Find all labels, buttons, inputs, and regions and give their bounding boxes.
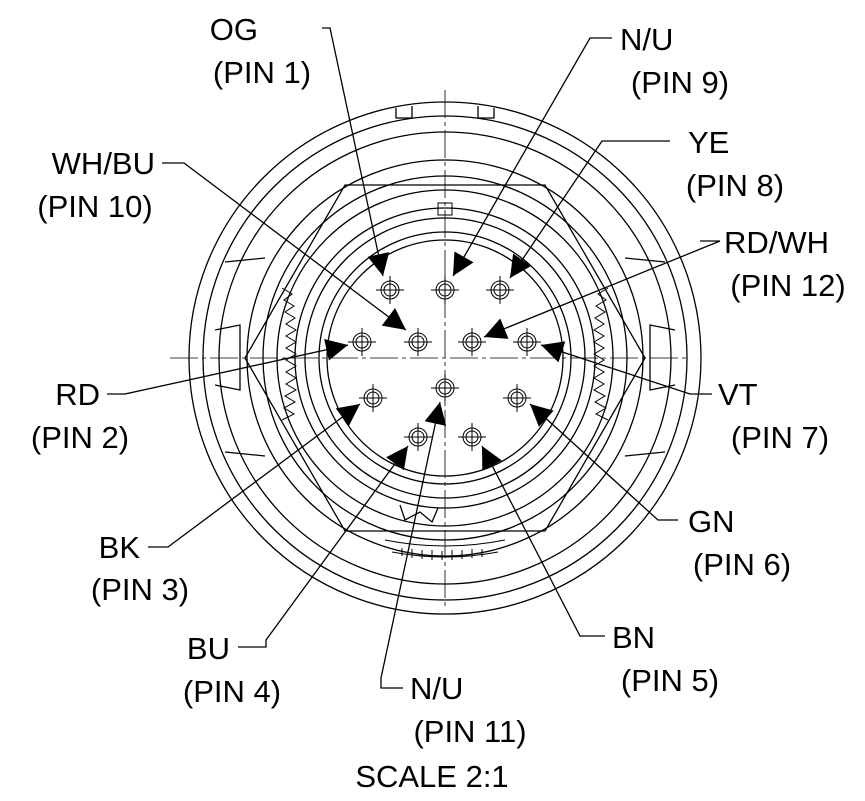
pin-contact-7 — [513, 328, 541, 356]
leader-pin12 — [483, 240, 721, 339]
scale-label: SCALE 2:1 — [355, 759, 508, 794]
leader-pin6 — [529, 403, 678, 521]
pin5-number: (PIN 5) — [621, 663, 719, 698]
pin6-number: (PIN 6) — [693, 547, 791, 582]
pin7-number: (PIN 7) — [731, 420, 829, 455]
pin2-color: RD — [55, 377, 100, 412]
leader-pin7 — [540, 341, 712, 395]
leader-pin2 — [107, 338, 349, 395]
pin2-number: (PIN 2) — [31, 420, 129, 455]
pin10-number: (PIN 10) — [37, 189, 152, 224]
pin-contact-2 — [348, 328, 376, 356]
pin3-color: BK — [99, 530, 141, 565]
pin8-number: (PIN 8) — [686, 168, 784, 203]
pin5-color: BN — [612, 620, 655, 655]
leader-pin3 — [148, 403, 361, 548]
pin-contact-6 — [503, 384, 531, 412]
leader-pin9 — [452, 37, 612, 277]
pin10-color: WH/BU — [52, 146, 155, 181]
pin-contact-11 — [431, 374, 459, 402]
pin7-color: VT — [718, 377, 758, 412]
pin9-number: (PIN 9) — [631, 65, 729, 100]
pin3-number: (PIN 3) — [91, 572, 189, 607]
pin4-color: BU — [187, 631, 230, 666]
connector-body — [170, 90, 702, 615]
leader-pin5 — [481, 445, 605, 637]
pin-contact-3 — [359, 384, 387, 412]
pin11-number: (PIN 11) — [413, 714, 526, 749]
pin12-color: RD/WH — [724, 225, 829, 260]
leader-pin1 — [322, 27, 390, 277]
pin1-color: OG — [210, 12, 258, 47]
leader-pin8 — [509, 140, 670, 279]
leader-lines — [107, 27, 721, 689]
pin-contact-8 — [486, 276, 514, 304]
pin6-color: GN — [688, 504, 735, 539]
pin1-number: (PIN 1) — [213, 55, 311, 90]
pin9-color: N/U — [620, 22, 673, 57]
pin-contact-9 — [431, 276, 459, 304]
leader-pin11 — [380, 401, 447, 689]
pin-contact-12 — [458, 328, 486, 356]
pin-contacts — [348, 276, 541, 451]
pin12-number: (PIN 12) — [730, 268, 845, 303]
pin-contact-10 — [404, 328, 432, 356]
pin-labels: OG (PIN 1) N/U (PIN 9) YE (PIN 8) WH/BU … — [31, 12, 846, 794]
pin-contact-5 — [458, 423, 486, 451]
pin11-color: N/U — [410, 671, 463, 706]
pin-contact-1 — [376, 276, 404, 304]
leader-pin4 — [238, 445, 409, 648]
leader-pin10 — [162, 162, 407, 331]
pin-contact-4 — [404, 423, 432, 451]
pin8-color: YE — [688, 125, 729, 160]
pin4-number: (PIN 4) — [183, 674, 281, 709]
